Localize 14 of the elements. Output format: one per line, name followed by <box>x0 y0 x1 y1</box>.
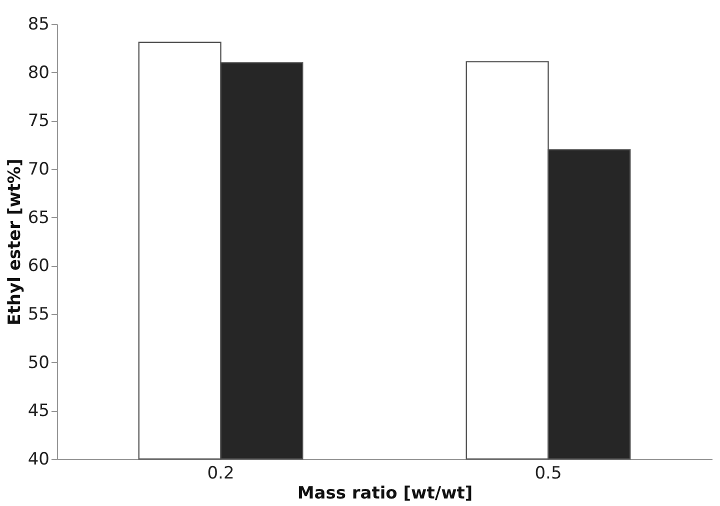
y-tick-label: 65 <box>28 208 50 228</box>
x-tick-label: 0.5 <box>534 464 562 484</box>
y-tick-label: 85 <box>28 14 50 34</box>
y-axis-title: Ethyl ester [wt%] <box>4 158 25 326</box>
y-tick-label: 40 <box>28 450 50 470</box>
y-tick-label: 80 <box>28 62 50 83</box>
y-tick-label: 70 <box>28 160 50 180</box>
y-tick-label: 45 <box>28 401 50 422</box>
y-tick-label: 55 <box>28 304 50 324</box>
y-tick-label: 75 <box>28 111 50 132</box>
y-tick-label: 50 <box>28 352 50 373</box>
x-tick-label: 0.2 <box>207 464 234 484</box>
y-tick-label: 60 <box>28 256 50 276</box>
x-axis-title: Mass ratio [wt/wt] <box>297 484 473 504</box>
